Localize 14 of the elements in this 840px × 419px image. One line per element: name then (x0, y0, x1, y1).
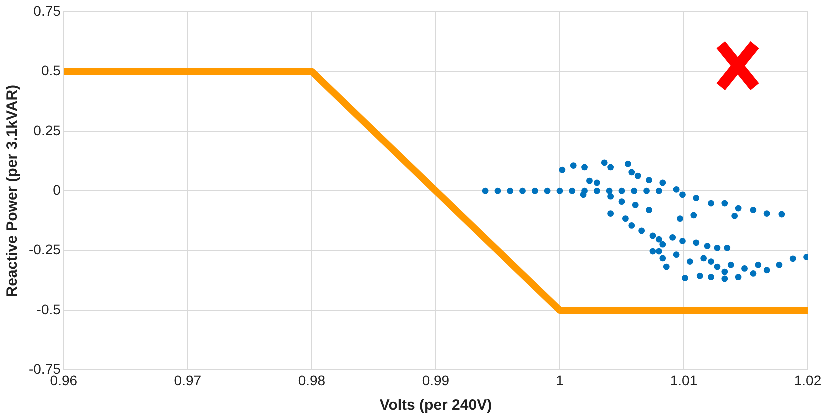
x-axis-title: Volts (per 240V) (380, 397, 492, 414)
y-tick-label: 0.25 (34, 122, 62, 138)
x-tick-label: 1 (556, 372, 564, 388)
x-tick-label: 0.98 (298, 372, 326, 388)
y-tick-label: -0.5 (36, 301, 62, 318)
x-tick-label: 0.99 (422, 372, 450, 388)
y-axis-title: Reactive Power (per 3.1kVAR) (4, 84, 22, 298)
x-tick-label: 0.97 (174, 372, 202, 388)
y-tick-label: 0.75 (34, 2, 62, 19)
x-tick-label: 1.01 (670, 372, 698, 388)
y-tick-label: 0 (53, 182, 62, 198)
y-tick-label: -0.25 (28, 242, 62, 258)
x-tick-label: 1.02 (794, 372, 822, 388)
y-tick-label: 0.5 (41, 62, 62, 79)
